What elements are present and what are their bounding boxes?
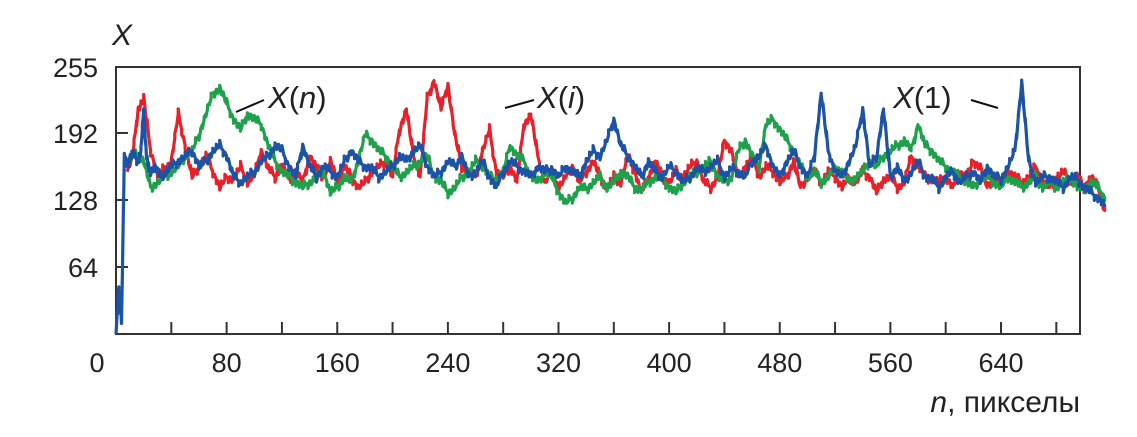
x-axis-title: n, пикселы xyxy=(930,386,1080,419)
x-tick-label: 480 xyxy=(757,348,802,378)
y-tick-label: 192 xyxy=(53,119,98,149)
x-tick-label: 640 xyxy=(978,348,1023,378)
series-label-open: ( xyxy=(914,80,925,115)
x-axis-title-var: n xyxy=(930,386,947,419)
series-label-leader xyxy=(504,99,535,109)
x-tick-label: 560 xyxy=(868,348,913,378)
series-label: X(i) xyxy=(536,80,585,115)
series-line-2 xyxy=(114,78,1107,335)
series-label-close: ) xyxy=(941,80,951,115)
x-tick-label: 0 xyxy=(89,348,104,378)
x-tick-label: 160 xyxy=(315,348,360,378)
series-label-open: ( xyxy=(289,80,300,115)
series-label-arg: i xyxy=(568,80,576,115)
y-axis-title: X xyxy=(111,19,133,52)
x-tick-label: 400 xyxy=(647,348,692,378)
x-tick-label: 320 xyxy=(536,348,581,378)
series-line-1 xyxy=(125,83,1107,205)
labels-layer: X(i)X(n) X(1) xyxy=(235,80,999,115)
series-label-var: X xyxy=(267,80,290,115)
x-tick-label: 80 xyxy=(212,348,242,378)
x-tick-label: 240 xyxy=(425,348,470,378)
series-label-close: ) xyxy=(316,80,326,115)
x-axis-title-unit: , пикселы xyxy=(947,386,1080,419)
y-tick-label: 64 xyxy=(68,253,98,283)
y-tick-label: 128 xyxy=(53,186,98,216)
series-label-leader xyxy=(235,99,265,113)
series-label-leader xyxy=(970,99,999,109)
series-label-arg: n xyxy=(299,80,316,115)
series-label-close: ) xyxy=(575,80,585,115)
series-label: X(1) xyxy=(892,80,952,115)
series-label: X(n) xyxy=(267,80,327,115)
series-label-var: X xyxy=(536,80,559,115)
series-label-arg: 1 xyxy=(924,80,941,115)
series-label-var: X xyxy=(892,80,915,115)
series-layer xyxy=(114,78,1107,335)
y-tick-label: 255 xyxy=(53,53,98,83)
series-label-open: ( xyxy=(558,80,569,115)
